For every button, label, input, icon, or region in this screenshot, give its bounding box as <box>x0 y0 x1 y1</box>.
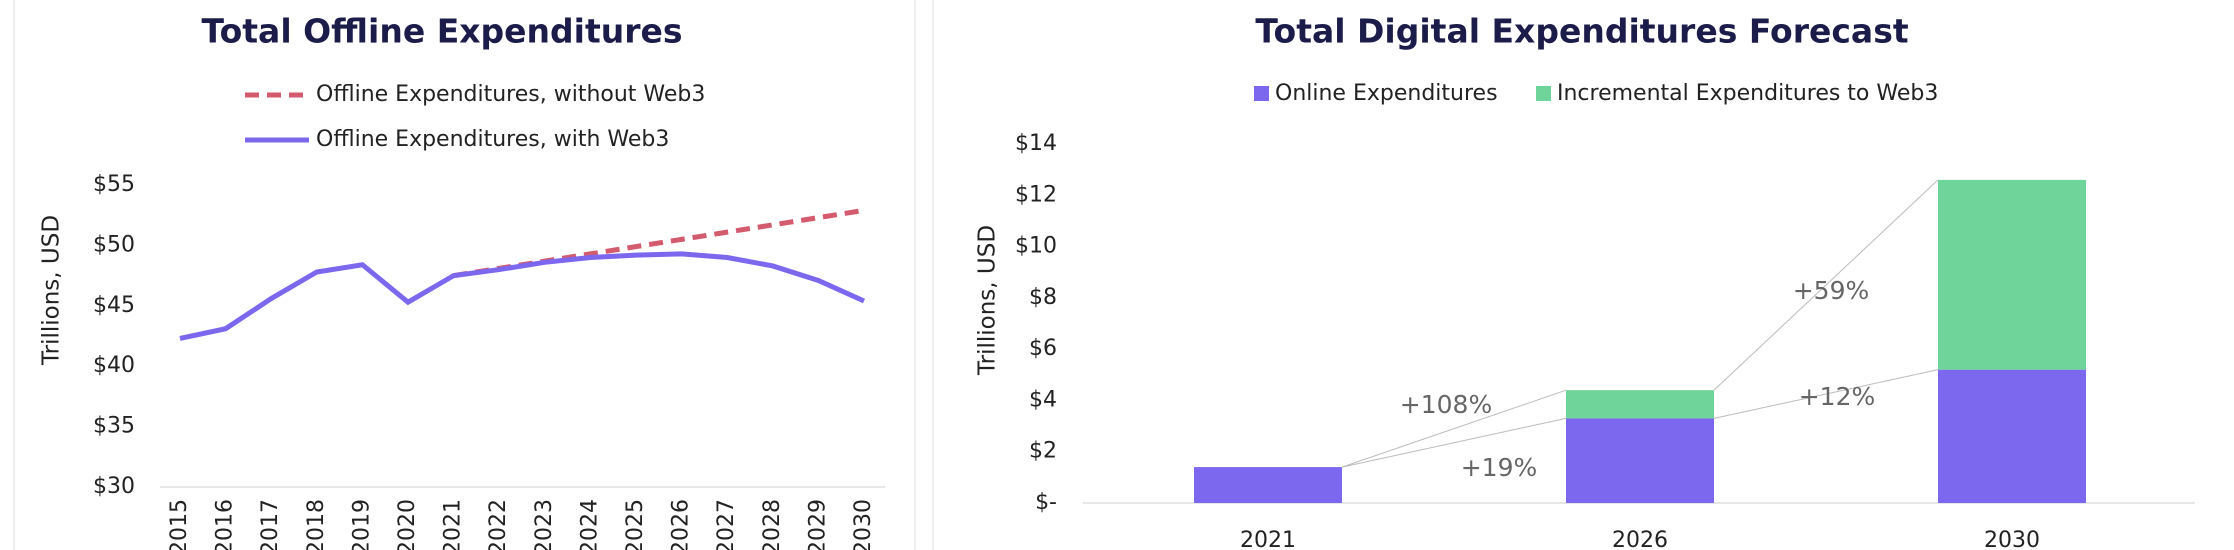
y-tick-label: $50 <box>93 232 135 257</box>
x-tick-label: 2022 <box>486 499 511 550</box>
x-tick-label: 2025 <box>623 499 648 550</box>
x-tick-label: 2026 <box>1612 528 1668 550</box>
bar-segment <box>1566 418 1714 503</box>
y-tick-label: $8 <box>1029 285 1057 310</box>
legend-label: Offline Expenditures, without Web3 <box>316 82 705 107</box>
y-tick-label: $55 <box>93 172 135 197</box>
x-tick-label: 2020 <box>395 499 420 550</box>
x-tick-label: 2016 <box>213 499 238 550</box>
legend-label: Incremental Expenditures to Web3 <box>1557 81 1938 106</box>
x-tick-label: 2021 <box>441 499 466 550</box>
y-tick-label: $40 <box>93 353 135 378</box>
annotation: +108% <box>1400 390 1492 419</box>
y-tick-label: $6 <box>1029 336 1057 361</box>
legend-swatch <box>1254 86 1269 101</box>
connector <box>1713 179 1939 391</box>
x-tick-label: 2019 <box>349 499 374 550</box>
y-tick-label: $- <box>1035 490 1057 515</box>
connector <box>1341 389 1567 468</box>
annotation: +12% <box>1799 382 1876 411</box>
x-tick-label: 2017 <box>258 499 283 550</box>
x-tick-label: 2030 <box>1984 528 2040 550</box>
chart-title: Total Digital Expenditures Forecast <box>1255 12 1908 51</box>
x-tick-label: 2021 <box>1240 528 1296 550</box>
x-tick-label: 2028 <box>760 499 785 550</box>
y-axis-label: Trillions, USD <box>39 215 65 366</box>
y-axis-label: Trillions, USD <box>975 225 1001 376</box>
legend-swatch <box>1536 86 1551 101</box>
y-tick-label: $10 <box>1015 234 1057 259</box>
y-tick-label: $45 <box>93 293 135 318</box>
bar-segment <box>1194 467 1342 503</box>
y-tick-label: $4 <box>1029 387 1057 412</box>
x-tick-label: 2029 <box>805 499 830 550</box>
y-tick-label: $30 <box>93 474 135 499</box>
connector <box>1713 369 1939 419</box>
x-tick-label: 2030 <box>851 499 876 550</box>
annotation: +19% <box>1461 453 1538 482</box>
x-tick-label: 2027 <box>714 499 739 550</box>
legend-label: Online Expenditures <box>1275 81 1498 106</box>
x-tick-label: 2018 <box>304 499 329 550</box>
y-tick-label: $14 <box>1015 131 1057 156</box>
chart-title: Total Offline Expenditures <box>201 12 682 51</box>
legend-label: Offline Expenditures, with Web3 <box>316 127 669 152</box>
y-tick-label: $2 <box>1029 439 1057 464</box>
x-tick-label: 2015 <box>167 499 192 550</box>
bar-segment <box>1938 179 2086 370</box>
y-tick-label: $35 <box>93 414 135 439</box>
line-series <box>179 251 866 341</box>
bar-segment <box>1566 390 1714 419</box>
annotation: +59% <box>1793 276 1870 305</box>
y-tick-label: $12 <box>1015 182 1057 207</box>
bar-segment <box>1938 369 2086 503</box>
x-tick-label: 2026 <box>669 499 694 550</box>
x-tick-label: 2023 <box>532 499 557 550</box>
connector <box>1341 417 1567 468</box>
x-tick-label: 2024 <box>577 499 602 550</box>
